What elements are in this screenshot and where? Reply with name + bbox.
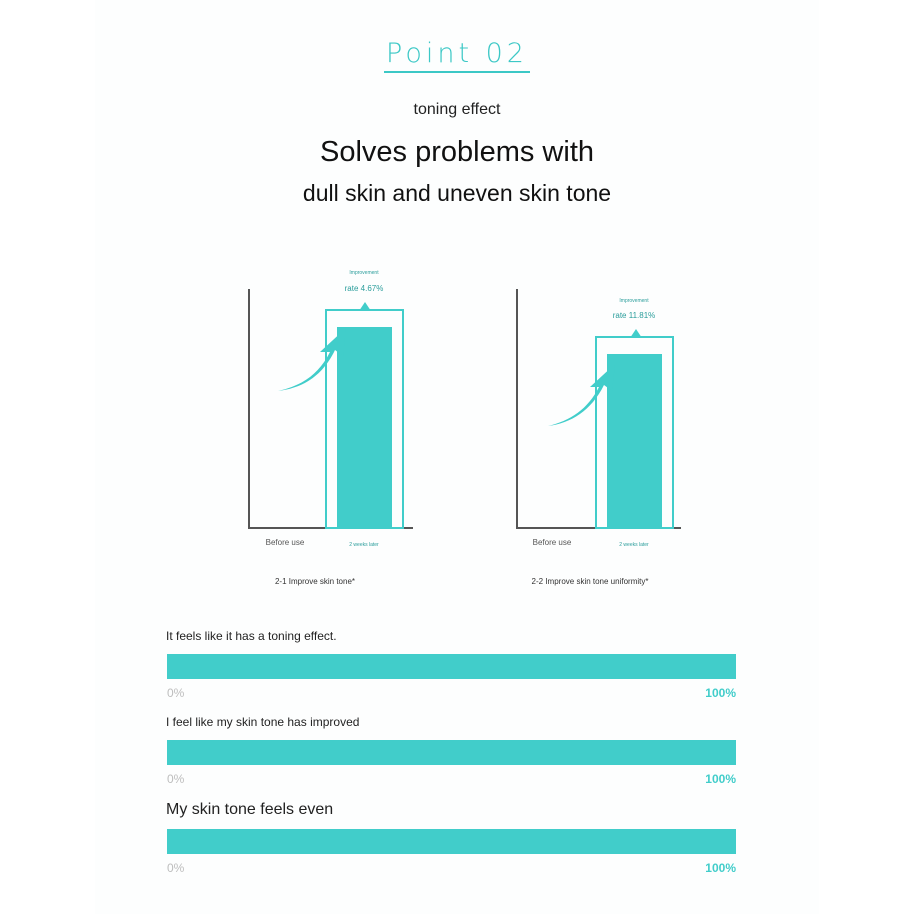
bar-2-weeks-later — [337, 327, 392, 527]
improvement-marker-icon — [630, 329, 642, 338]
x-tick-before-use: Before use — [266, 538, 305, 547]
survey-question-2: I feel like my skin tone has improved — [166, 715, 360, 729]
survey-bar-1-fill — [167, 654, 736, 679]
survey-2-max-label: 100% — [705, 772, 736, 786]
annotation-line-2: rate 4.67% — [345, 284, 384, 293]
chart-1-caption: 2-1 Improve skin tone* — [274, 577, 356, 586]
chart-improve-skin-tone-uniformity: Improvement rate 11.81% Before use 2 wee… — [516, 289, 681, 548]
survey-2-min-label: 0% — [167, 772, 185, 786]
annotation-line-2: rate 11.81% — [613, 311, 656, 320]
chart-2-caption: 2-2 Improve skin tone uniformity* — [531, 577, 649, 586]
improvement-marker-icon — [359, 302, 371, 311]
survey-1-max-label: 100% — [705, 686, 736, 700]
survey-1-min-label: 0% — [167, 686, 185, 700]
annotation-line-1: Improvement — [619, 298, 649, 304]
section-subtitle: toning effect — [413, 101, 501, 118]
chart-improve-skin-tone: Improvement rate 4.67% Before use 2 week… — [248, 270, 413, 548]
x-tick-2-weeks-later: 2 weeks later — [349, 542, 379, 548]
headline-secondary: dull skin and uneven skin tone — [302, 180, 612, 206]
survey-question-3: My skin tone feels even — [166, 801, 334, 818]
survey-bar-3-fill — [167, 829, 736, 854]
survey-3-min-label: 0% — [167, 861, 185, 875]
survey-bar-2 — [167, 740, 736, 765]
x-tick-2-weeks-later: 2 weeks later — [619, 542, 649, 548]
survey-bar-2-fill — [167, 740, 736, 765]
growth-arrow-icon — [278, 328, 346, 391]
headline-primary: Solves problems with — [320, 136, 594, 168]
survey-3-max-label: 100% — [705, 861, 736, 875]
annotation-line-1: Improvement — [349, 270, 379, 276]
survey-bar-3 — [167, 829, 736, 854]
point-title: Point 02 — [0, 38, 914, 73]
growth-arrow-icon — [548, 364, 615, 426]
survey-question-1: It feels like it has a toning effect. — [166, 629, 337, 643]
bar-2-weeks-later — [607, 354, 662, 527]
survey-bar-1 — [167, 654, 736, 679]
x-tick-before-use: Before use — [533, 538, 572, 547]
